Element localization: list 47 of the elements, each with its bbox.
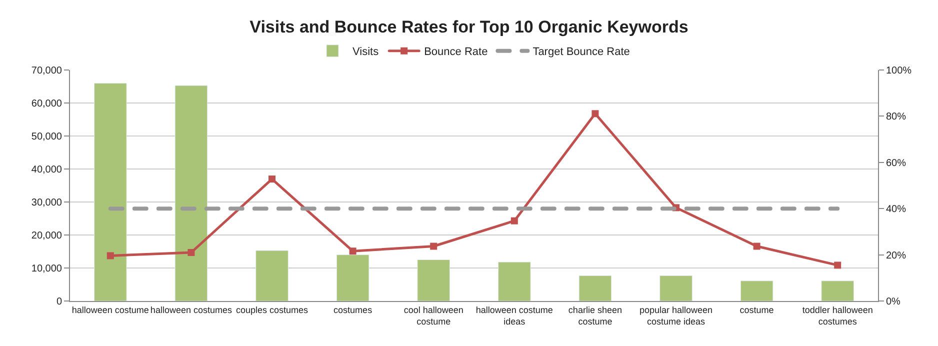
point [349, 248, 356, 255]
legend-label: Visits [352, 46, 380, 58]
x-tick-label: halloween costume ideas [476, 304, 553, 326]
point [510, 217, 518, 224]
y2-tick-label: 100% [886, 66, 912, 76]
x-tick-label: charlie sheen costume [568, 304, 622, 326]
point [430, 242, 438, 250]
x-tick-label: halloween costume [72, 304, 149, 315]
y-tick-label: 70,000 [31, 66, 62, 76]
x-tick-label: toddler halloween costumes [802, 304, 873, 326]
bar [498, 262, 531, 301]
x-tick-label: cool halloween costume [404, 304, 464, 326]
chart-title: Visits and Bounce Rates for Top 10 Organic Keywords [250, 18, 688, 37]
bar [417, 260, 450, 301]
y-tick-label: 10,000 [31, 264, 62, 274]
bar [256, 250, 288, 301]
y-tick-label: 20,000 [31, 230, 62, 242]
bar [660, 275, 692, 301]
point [834, 262, 842, 269]
bar [174, 85, 208, 301]
y2-tick-label: 40% [886, 204, 906, 216]
legend-label: Target Bounce Rate [532, 46, 630, 58]
y-tick-label: 40,000 [31, 164, 62, 176]
y-tick-label: 60,000 [31, 98, 62, 110]
point [106, 252, 114, 260]
x-tick-label: costume [740, 304, 774, 315]
point [268, 176, 276, 183]
legend-label: Bounce Rate [424, 46, 488, 58]
y2-tick-label: 20% [886, 250, 906, 262]
y-tick-label: 30,000 [31, 198, 62, 208]
bar [578, 275, 612, 301]
y-tick-label: 0 [56, 296, 62, 308]
y2-tick-label: 60% [886, 158, 906, 169]
point [592, 110, 599, 118]
point [753, 242, 760, 250]
x-tick-label: couples costumes [236, 304, 309, 315]
y2-tick-label: 0% [886, 296, 901, 308]
y2-tick-label: 80% [886, 112, 906, 123]
bar [94, 82, 127, 301]
bar [740, 280, 774, 301]
x-tick-label: costumes [334, 304, 373, 315]
bar [336, 254, 370, 301]
point [188, 248, 195, 256]
x-tick-label: halloween costumes [150, 304, 232, 315]
x-tick-label: popular halloween costume ideas [639, 304, 713, 326]
y-tick-label: 50,000 [31, 132, 62, 142]
bar [821, 280, 854, 301]
